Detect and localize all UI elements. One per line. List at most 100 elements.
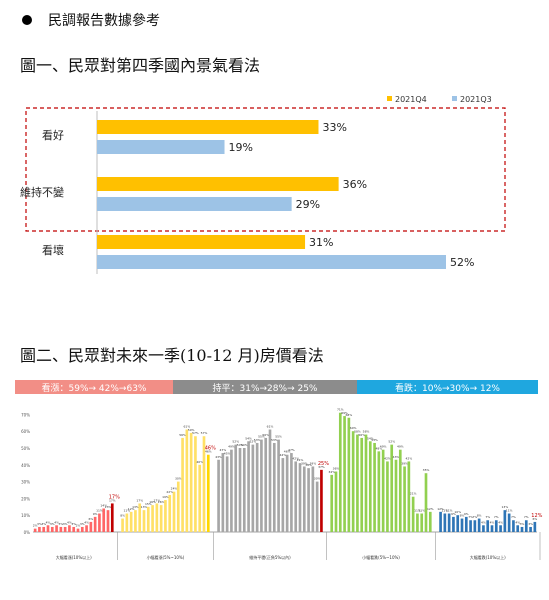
chart2-data-label: 8% xyxy=(120,514,125,518)
chart2-data-label: 7% xyxy=(494,515,499,519)
chart2-svg: 看漲：59%→ 42%→63% 持平：31%→28%→ 25% 看跌：10%→30%… xyxy=(15,380,543,560)
chart2-data-label: 16% xyxy=(149,500,156,504)
chart2-highlight-label: 17% xyxy=(109,494,120,500)
chart2-bar xyxy=(98,513,101,532)
chart2-bar xyxy=(398,449,402,532)
chart2-data-label: 49% xyxy=(380,445,387,449)
chart2-bar xyxy=(260,439,263,532)
legend-swatch-0 xyxy=(387,96,392,101)
chart2-bar xyxy=(68,525,71,532)
chart2-y-tick: 70% xyxy=(21,412,30,417)
chart2-data-label: 37% xyxy=(318,465,325,469)
chart2-data-label: 14% xyxy=(100,503,107,507)
chart2-bar xyxy=(242,448,246,532)
chart2-bar xyxy=(469,520,472,532)
chart2-group-label: 維持平穩(正負5%以內) xyxy=(249,554,291,560)
chart2-data-label: 11% xyxy=(506,509,513,513)
chart2-bar xyxy=(394,459,398,532)
chart2-data-label: 68% xyxy=(346,413,353,417)
chart2-data-label: 55% xyxy=(258,435,265,439)
chart2-data-label: 61% xyxy=(184,425,191,429)
chart2-data-label: 4% xyxy=(515,520,520,524)
chart2-data-label: 4% xyxy=(490,520,495,524)
chart2-data-label: 58% xyxy=(363,430,370,434)
chart2-bar xyxy=(181,437,184,532)
chart2-bar xyxy=(285,454,289,532)
chart2-data-label: 2% xyxy=(33,524,38,528)
chart2-data-label: 47% xyxy=(288,448,295,452)
chart2-bar xyxy=(377,451,381,532)
chart1-bars: 看好 33% 19% 維持不變 36% 29% 看壞 31% 52% xyxy=(20,120,474,269)
chart2-bar xyxy=(202,436,206,532)
chart2-data-label: 11% xyxy=(446,509,453,513)
chart2-data-label: 40% xyxy=(196,460,203,464)
chart2-data-label: 49% xyxy=(228,445,235,449)
chart2-data-label: 61% xyxy=(267,425,274,429)
chart2-data-label: 9% xyxy=(93,512,98,516)
chart2-bar xyxy=(460,518,464,532)
chart2-data-label: 53% xyxy=(371,438,378,442)
chart2-bar xyxy=(42,526,46,532)
chart2-bar xyxy=(142,510,146,532)
chart2-data-label: 10% xyxy=(454,510,461,514)
chart2-bar xyxy=(80,526,84,532)
chart2-bar xyxy=(121,518,124,532)
chart2-data-label: 44% xyxy=(280,453,287,457)
chart2-title: 圖二、民眾對未來一季(10-12 月)房價看法 xyxy=(20,346,324,365)
chart2-bar xyxy=(85,525,88,532)
chart2-bar xyxy=(168,495,172,532)
chart2-data-label: 24% xyxy=(171,487,178,491)
chart2-banner-label-2: 看跌：10%→30%→ 12% xyxy=(395,382,500,394)
chart2-bar xyxy=(507,513,511,532)
chart2-bar xyxy=(407,461,411,532)
chart2-highlight-label: 46% xyxy=(205,446,216,452)
chart2-bar xyxy=(155,503,159,532)
chart2-data-label: 3% xyxy=(80,522,85,526)
chart2-group-labels: 大幅看漲(10%以上) 小幅看漲(5%~10%) 維持平穩(正負5%以內) 小幅看跌(… xyxy=(56,532,541,560)
chart2-data-label: 54% xyxy=(367,436,374,440)
chart1-category-label: 看好 xyxy=(42,128,64,142)
chart2-bar xyxy=(420,513,424,532)
chart2-bar xyxy=(499,525,502,532)
chart2-data-label: 17% xyxy=(109,498,116,502)
chart2-bar xyxy=(138,503,142,532)
chart2-data-label: 53% xyxy=(254,438,261,442)
chart2-bar xyxy=(298,463,302,532)
chart2-bar xyxy=(516,525,520,532)
chart2-data-label: 52% xyxy=(232,440,239,444)
chart2-bar xyxy=(272,442,276,532)
chart2-data-label: 52% xyxy=(250,440,257,444)
chart2-bar xyxy=(159,505,163,532)
chart2-bar xyxy=(390,444,394,532)
chart2-bar xyxy=(198,464,202,532)
chart2-data-label: 48% xyxy=(376,446,383,450)
chart2-data-label: 11% xyxy=(418,509,425,513)
chart2-data-label: 55% xyxy=(275,435,282,439)
chart2-banner-label-1: 持平：31%→28%→ 25% xyxy=(213,382,318,394)
chart2-bar xyxy=(428,511,432,532)
chart2-bar xyxy=(217,459,220,532)
chart2-data-label: 3% xyxy=(520,522,525,526)
chart2-bar xyxy=(290,453,293,532)
chart2-bar xyxy=(89,521,93,532)
chart2-bar xyxy=(151,505,154,532)
chart1-bar xyxy=(97,255,446,269)
chart2-bar xyxy=(194,436,197,532)
chart2-data-label: 69% xyxy=(341,411,348,415)
chart2-data-label: 46% xyxy=(205,450,212,454)
chart2-data-label: 7% xyxy=(524,515,529,519)
chart2-data-label: 15% xyxy=(145,502,152,506)
chart2-bar xyxy=(452,516,455,532)
chart2-banner-0 xyxy=(15,380,173,394)
chart2-data-label: 42% xyxy=(384,456,391,460)
chart2-data-label: 50% xyxy=(237,443,244,447)
chart2-bar xyxy=(38,526,41,532)
chart2-data-label: 8% xyxy=(460,514,465,518)
chart2-bar xyxy=(347,417,351,532)
chart2-bar xyxy=(125,513,129,532)
chart2-bar xyxy=(360,437,364,532)
chart1-bar xyxy=(97,177,339,191)
chart2-bar xyxy=(302,466,306,532)
chart2-bar xyxy=(381,449,385,532)
chart2-data-label: 12% xyxy=(437,507,444,511)
